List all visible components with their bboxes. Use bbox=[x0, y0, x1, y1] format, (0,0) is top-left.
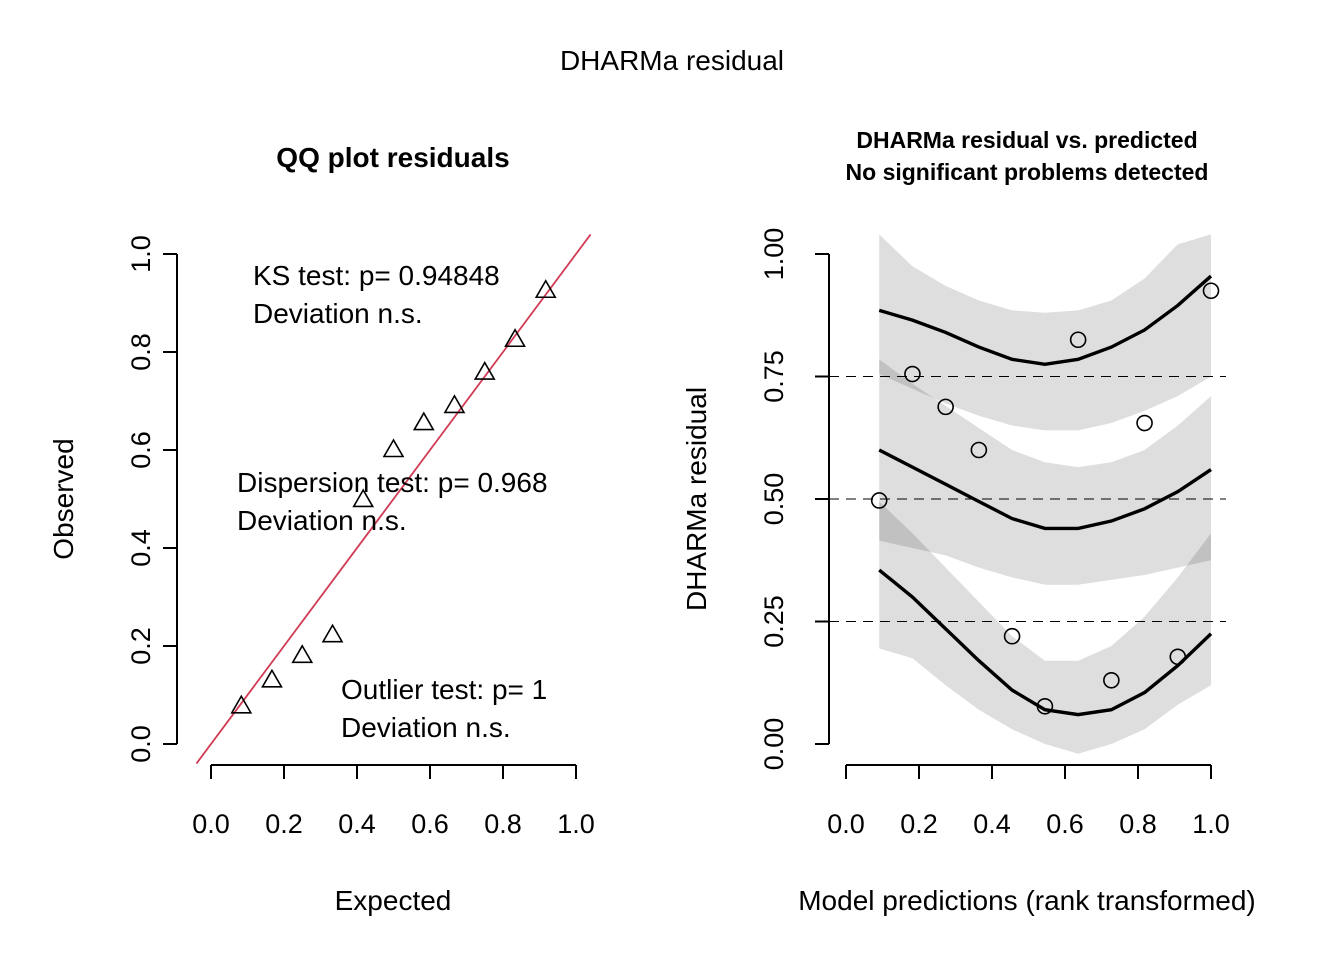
residual-point bbox=[904, 365, 921, 383]
qq-x-tick-label: 0.0 bbox=[192, 809, 230, 839]
qq-points bbox=[230, 279, 557, 714]
qq-x-axis-title: Expected bbox=[335, 885, 452, 916]
qq-point bbox=[473, 360, 496, 380]
ks-test-line-1: KS test: p= 0.94848 bbox=[253, 260, 500, 291]
residual-y-axis-title: DHARMa residual bbox=[681, 387, 712, 611]
outlier-test-line-1: Outlier test: p= 1 bbox=[341, 674, 547, 705]
residual-point bbox=[937, 398, 954, 416]
qq-x-tick-label: 0.4 bbox=[338, 809, 376, 839]
residual-point bbox=[970, 441, 988, 459]
residual-x-tick-label: 0.6 bbox=[1046, 809, 1084, 839]
ks-test-line-2: Deviation n.s. bbox=[253, 298, 423, 329]
quantile-regression-line bbox=[878, 274, 1213, 366]
qq-point bbox=[412, 411, 435, 431]
qq-point bbox=[321, 623, 344, 643]
qq-point bbox=[291, 644, 314, 664]
simulation-band bbox=[879, 234, 1211, 431]
residual-x-tick-label: 0.8 bbox=[1119, 809, 1157, 839]
quantile-regression-line bbox=[878, 568, 1213, 717]
dispersion-test-line-1: Dispersion test: p= 0.968 bbox=[237, 467, 548, 498]
qq-reference-line bbox=[195, 233, 592, 765]
residual-point bbox=[1036, 697, 1054, 715]
residual-plot-title: DHARMa residual vs. predicted bbox=[856, 127, 1197, 153]
dispersion-test-annotation: Dispersion test: p= 0.968 Deviation n.s. bbox=[237, 467, 548, 536]
residual-point bbox=[1069, 331, 1087, 349]
qq-point bbox=[352, 488, 375, 508]
qq-x-tick-label: 0.8 bbox=[484, 809, 522, 839]
qq-y-ticks: 0.0 0.2 0.4 0.6 0.8 1.0 bbox=[126, 235, 177, 763]
qq-y-tick-label: 0.4 bbox=[126, 529, 156, 567]
residual-points bbox=[870, 282, 1220, 715]
qq-reference-line-path bbox=[195, 233, 592, 765]
residual-point bbox=[1136, 414, 1153, 432]
qq-point bbox=[534, 279, 557, 299]
qq-plot-panel: QQ plot residuals 0.0 0.2 0.4 0.6 0.8 1.0 0.0… bbox=[48, 142, 595, 916]
quantile-regression-line bbox=[878, 448, 1212, 531]
figure-title: DHARMa residual bbox=[560, 45, 784, 76]
residual-x-tick-label: 0.4 bbox=[973, 809, 1011, 839]
residual-plot-subtitle: No significant problems detected bbox=[846, 159, 1209, 185]
residual-point bbox=[870, 492, 888, 509]
residual-point bbox=[1103, 671, 1120, 689]
simulation-band bbox=[879, 501, 1211, 754]
simulation-bands bbox=[879, 234, 1211, 754]
qq-y-tick-label: 0.8 bbox=[126, 333, 156, 371]
qq-point bbox=[261, 668, 283, 688]
residual-y-tick-label: 0.00 bbox=[759, 718, 789, 771]
residual-vs-predicted-panel: DHARMa residual vs. predicted No signifi… bbox=[681, 127, 1256, 916]
residual-y-tick-label: 1.00 bbox=[759, 228, 789, 281]
qq-point bbox=[382, 438, 405, 458]
residual-x-tick-label: 1.0 bbox=[1192, 809, 1230, 839]
qq-x-ticks: 0.0 0.2 0.4 0.6 0.8 1.0 bbox=[192, 765, 595, 839]
qq-y-axis-title: Observed bbox=[48, 438, 79, 559]
quantile-regression-lines bbox=[878, 274, 1213, 717]
residual-x-ticks: 0.0 0.2 0.4 0.6 0.8 1.0 bbox=[827, 765, 1230, 839]
qq-y-tick-label: 0.2 bbox=[126, 627, 156, 665]
qq-x-tick-label: 0.6 bbox=[411, 809, 449, 839]
residual-y-tick-label: 0.75 bbox=[759, 350, 789, 403]
qq-point bbox=[230, 694, 253, 714]
qq-point bbox=[443, 394, 466, 414]
residual-x-tick-label: 0.2 bbox=[900, 809, 938, 839]
residual-point bbox=[1202, 282, 1220, 300]
qq-plot-title: QQ plot residuals bbox=[276, 142, 509, 173]
residual-y-tick-label: 0.25 bbox=[759, 595, 789, 648]
quantile-reference-lines bbox=[829, 376, 1226, 622]
qq-point bbox=[504, 328, 526, 348]
residual-point bbox=[1169, 648, 1187, 666]
outlier-test-annotation: Outlier test: p= 1 Deviation n.s. bbox=[341, 674, 547, 743]
residual-y-ticks: 0.00 0.25 0.50 0.75 1.00 bbox=[759, 228, 829, 771]
residual-x-tick-label: 0.0 bbox=[827, 809, 865, 839]
qq-x-tick-label: 1.0 bbox=[557, 809, 595, 839]
outlier-test-line-2: Deviation n.s. bbox=[341, 712, 511, 743]
dispersion-test-line-2: Deviation n.s. bbox=[237, 505, 407, 536]
qq-x-tick-label: 0.2 bbox=[265, 809, 303, 839]
residual-y-tick-label: 0.50 bbox=[759, 473, 789, 526]
qq-y-tick-label: 1.0 bbox=[126, 235, 156, 273]
qq-y-tick-label: 0.6 bbox=[126, 431, 156, 469]
ks-test-annotation: KS test: p= 0.94848 Deviation n.s. bbox=[253, 260, 500, 329]
qq-y-tick-label: 0.0 bbox=[126, 725, 156, 763]
residual-x-axis-title: Model predictions (rank transformed) bbox=[798, 885, 1256, 916]
simulation-band bbox=[879, 359, 1211, 585]
residual-point bbox=[1003, 627, 1021, 645]
